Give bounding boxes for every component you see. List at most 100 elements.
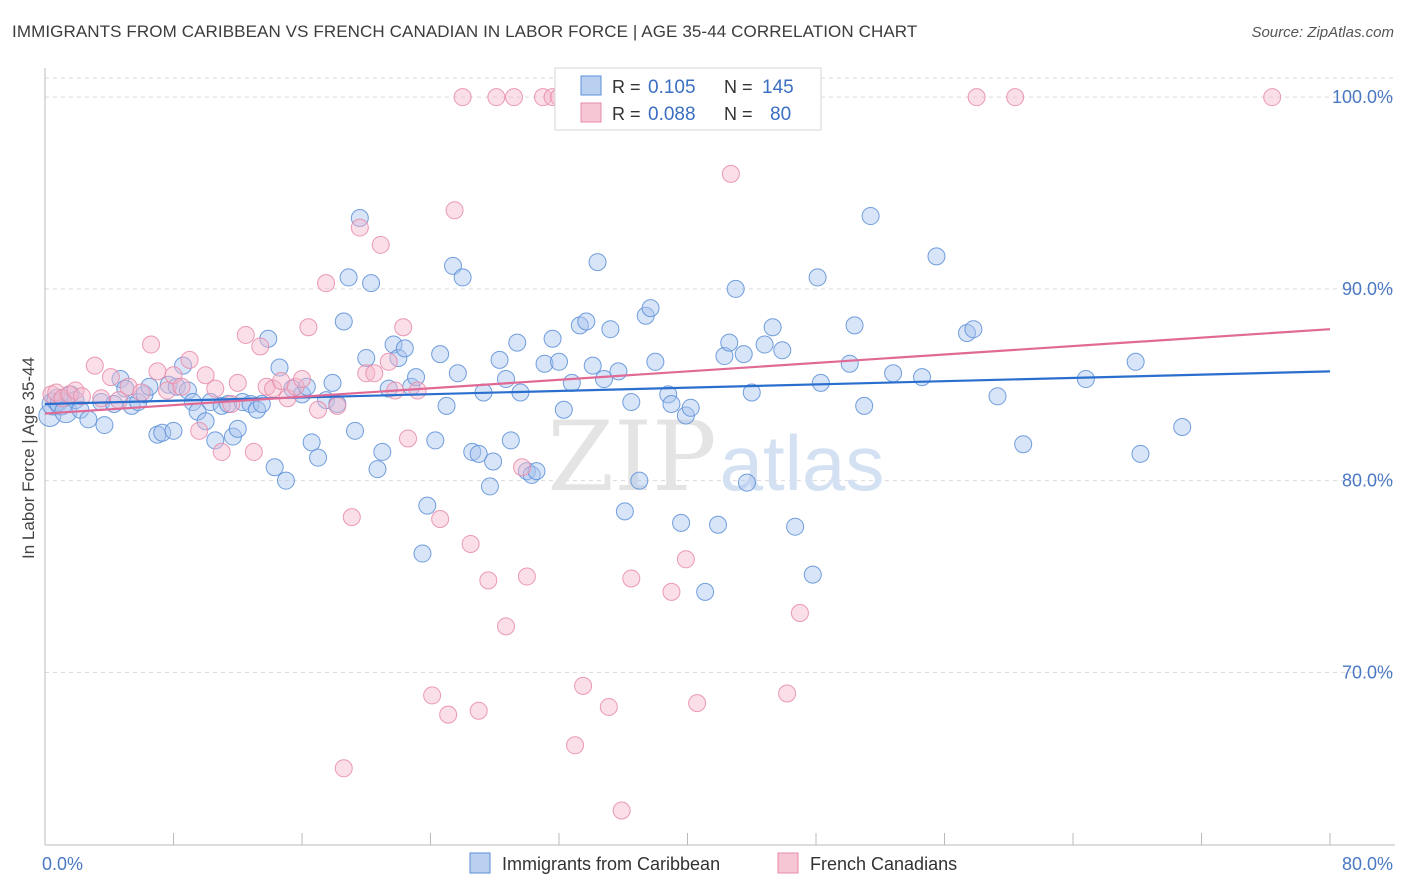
point-s0-19 bbox=[153, 423, 172, 442]
point-s0-61 bbox=[395, 339, 414, 358]
point-s0-134 bbox=[1076, 370, 1095, 389]
point-s0-64 bbox=[413, 544, 432, 563]
point-s0-91 bbox=[577, 312, 596, 331]
point-s0-137 bbox=[1173, 417, 1192, 436]
point-s0-52 bbox=[346, 421, 365, 440]
point-s1-13 bbox=[148, 362, 167, 381]
point-s1-39 bbox=[350, 218, 369, 237]
point-s1-58 bbox=[505, 88, 524, 107]
point-s0-103 bbox=[659, 385, 678, 404]
point-s0-56 bbox=[368, 460, 387, 479]
point-s0-80 bbox=[508, 333, 527, 352]
point-s1-21 bbox=[212, 442, 231, 461]
point-s0-67 bbox=[431, 345, 450, 364]
point-s0-120 bbox=[803, 565, 822, 584]
point-s1-64 bbox=[566, 736, 585, 755]
point-s0-29 bbox=[206, 431, 225, 450]
y-tick-label-0: 100.0% bbox=[1332, 87, 1393, 107]
legend-pink-swatch bbox=[580, 102, 602, 123]
point-s1-74 bbox=[688, 694, 707, 713]
point-s0-46 bbox=[309, 448, 328, 467]
point-s1-14 bbox=[158, 381, 177, 400]
legend-stats: R = 0.105 N = 145 R = 0.088 N = 80 bbox=[554, 67, 822, 131]
point-s0-124 bbox=[845, 316, 864, 335]
point-s0-79 bbox=[501, 431, 520, 450]
point-s0-88 bbox=[554, 400, 573, 419]
legend-pink-r-value: 0.088 bbox=[648, 104, 696, 125]
point-s0-93 bbox=[588, 253, 607, 272]
point-s1-43 bbox=[379, 352, 398, 371]
point-s1-59 bbox=[513, 458, 532, 477]
axes bbox=[44, 68, 1395, 846]
point-s1-72 bbox=[662, 582, 681, 601]
legend-blue-r-value: 0.105 bbox=[648, 77, 696, 98]
point-s1-38 bbox=[342, 508, 361, 527]
point-s0-110 bbox=[715, 347, 734, 366]
point-s0-57 bbox=[373, 442, 392, 461]
point-s0-95 bbox=[601, 320, 620, 339]
point-s0-33 bbox=[228, 419, 247, 438]
y-tick-labels: 100.0% 90.0% 80.0% 70.0% bbox=[1332, 87, 1393, 682]
point-s0-102 bbox=[646, 352, 665, 371]
point-s0-135 bbox=[1126, 352, 1145, 371]
point-s1-55 bbox=[479, 571, 498, 590]
point-s1-37 bbox=[334, 759, 353, 778]
legend-caribbean-swatch bbox=[469, 852, 491, 874]
point-s1-42 bbox=[371, 235, 390, 254]
point-s0-71 bbox=[453, 268, 472, 287]
point-s0-65 bbox=[418, 496, 437, 515]
point-s1-32 bbox=[293, 370, 311, 389]
point-s1-12 bbox=[142, 335, 161, 354]
point-s1-53 bbox=[461, 534, 480, 553]
point-s0-86 bbox=[543, 329, 562, 348]
legend-blue-r-label: R = bbox=[612, 77, 641, 97]
point-s0-8 bbox=[79, 410, 98, 429]
y-axis-title: In Labor Force | Age 35-44 bbox=[19, 357, 38, 559]
point-s0-25 bbox=[183, 393, 202, 412]
point-s0-36 bbox=[248, 400, 267, 419]
point-s0-21 bbox=[164, 421, 183, 440]
point-s1-45 bbox=[394, 318, 413, 337]
point-s1-8 bbox=[101, 368, 120, 387]
point-s0-89 bbox=[562, 373, 581, 392]
point-s0-129 bbox=[927, 247, 946, 266]
point-s0-87 bbox=[550, 352, 568, 371]
point-s0-104 bbox=[662, 394, 681, 413]
point-s1-77 bbox=[790, 603, 809, 622]
point-s1-76 bbox=[778, 684, 797, 703]
point-s1-11 bbox=[132, 383, 151, 402]
legend-french-canadian-swatch bbox=[777, 852, 799, 874]
legend-pink-n-value: 80 bbox=[770, 104, 791, 125]
point-s0-69 bbox=[443, 256, 462, 275]
x-tick-label-0: 0.0% bbox=[42, 854, 83, 874]
point-s0-119 bbox=[786, 517, 805, 536]
point-s0-59 bbox=[384, 335, 403, 354]
point-s1-33 bbox=[299, 318, 318, 337]
point-s0-78 bbox=[496, 370, 515, 389]
y-tick-label-3: 70.0% bbox=[1342, 662, 1393, 682]
point-s1-36 bbox=[328, 396, 347, 415]
point-s0-112 bbox=[726, 279, 745, 298]
point-s0-27 bbox=[196, 412, 215, 431]
point-s1-54 bbox=[469, 701, 488, 720]
point-s1-16 bbox=[172, 377, 191, 396]
point-s0-94 bbox=[594, 370, 613, 389]
legend-blue-n-label: N = bbox=[724, 77, 753, 97]
point-s0-125 bbox=[855, 396, 874, 415]
y-tick-label-2: 80.0% bbox=[1342, 471, 1393, 491]
point-s0-128 bbox=[913, 368, 932, 387]
legend-pink-r-label: R = bbox=[612, 104, 641, 124]
point-s0-77 bbox=[490, 350, 509, 369]
point-s1-60 bbox=[517, 567, 536, 586]
point-s1-56 bbox=[487, 88, 506, 107]
point-s0-68 bbox=[437, 396, 456, 415]
point-s0-113 bbox=[734, 345, 753, 364]
legend-series: Immigrants from Caribbean French Canadia… bbox=[469, 852, 957, 874]
point-s1-20 bbox=[206, 379, 225, 398]
point-s1-41 bbox=[365, 364, 384, 383]
point-s1-57 bbox=[496, 617, 515, 636]
point-s0-10 bbox=[95, 416, 114, 435]
point-s1-65 bbox=[574, 676, 593, 695]
point-s0-132 bbox=[988, 387, 1007, 406]
series-french-canadian-points bbox=[42, 88, 1282, 820]
